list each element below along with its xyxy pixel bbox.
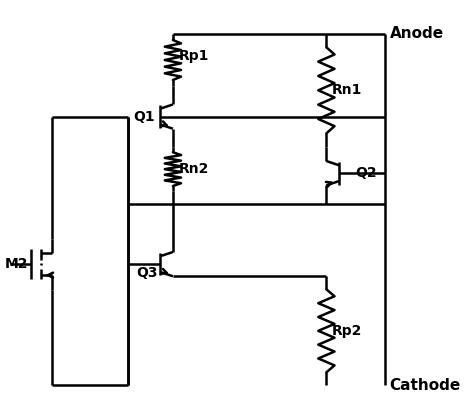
Text: Anode: Anode xyxy=(390,26,444,41)
Text: Q3: Q3 xyxy=(136,266,157,280)
Text: Q1: Q1 xyxy=(133,109,155,124)
Text: M2: M2 xyxy=(5,257,28,271)
Text: Rn2: Rn2 xyxy=(178,162,209,176)
Text: Rp1: Rp1 xyxy=(178,49,209,63)
Text: Rp2: Rp2 xyxy=(332,324,362,338)
Text: Cathode: Cathode xyxy=(390,378,461,393)
Text: Rn1: Rn1 xyxy=(332,83,362,97)
Text: Q2: Q2 xyxy=(355,166,376,180)
